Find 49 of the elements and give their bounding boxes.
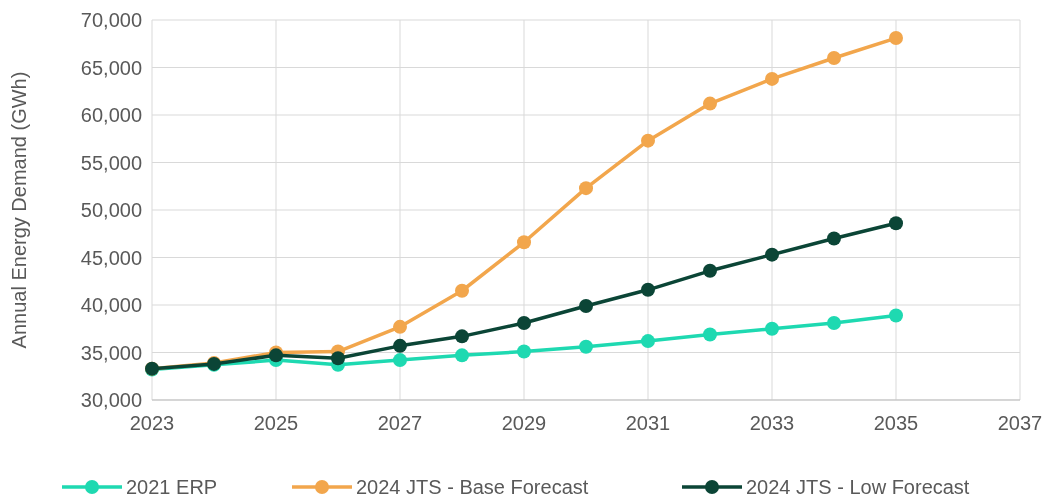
x-tick-label: 2029	[501, 412, 547, 434]
x-tick-label: 2035	[873, 412, 919, 434]
x-tick-label: 2025	[253, 412, 299, 434]
legend-label: 2021 ERP	[126, 476, 218, 498]
point	[393, 338, 407, 353]
point	[889, 31, 903, 46]
point	[579, 181, 593, 196]
y-tick-label: 55,000	[80, 151, 142, 174]
point	[455, 348, 469, 363]
point	[765, 247, 779, 262]
point	[641, 133, 655, 148]
point	[517, 235, 531, 250]
point	[765, 321, 779, 336]
point	[889, 216, 903, 231]
y-tick-label: 70,000	[80, 9, 142, 31]
point	[889, 308, 903, 323]
point	[455, 283, 469, 298]
point	[703, 263, 717, 278]
x-tick-label: 2027	[377, 412, 423, 434]
point	[517, 344, 531, 359]
point	[331, 351, 345, 366]
point	[827, 51, 841, 65]
point	[765, 71, 779, 86]
point	[641, 334, 655, 349]
point	[579, 339, 593, 354]
y-tick-label: 60,000	[80, 104, 142, 126]
point	[703, 96, 717, 111]
point	[393, 319, 407, 334]
y-tick-label: 35,000	[80, 341, 142, 364]
point	[827, 231, 841, 246]
point	[455, 329, 469, 344]
point	[579, 298, 593, 313]
y-axis-title: Annual Energy Demand (GWh)	[8, 71, 30, 349]
y-tick-label: 45,000	[80, 246, 142, 269]
point	[827, 316, 841, 331]
point	[703, 327, 717, 342]
point	[641, 282, 655, 297]
y-tick-label: 65,000	[80, 56, 142, 79]
legend-label: 2024 JTS - Low Forecast	[746, 476, 970, 498]
y-tick-label: 40,000	[80, 294, 142, 316]
x-tick-label: 2033	[749, 412, 795, 434]
y-tick-label: 50,000	[80, 199, 142, 221]
x-tick-label: 2031	[625, 412, 671, 434]
point	[517, 316, 531, 331]
x-tick-label: 2037	[997, 412, 1043, 434]
y-tick-label: 30,000	[80, 389, 142, 411]
legend-label: 2024 JTS - Base Forecast	[356, 476, 589, 498]
x-tick-label: 2023	[129, 412, 175, 434]
point	[393, 353, 407, 368]
